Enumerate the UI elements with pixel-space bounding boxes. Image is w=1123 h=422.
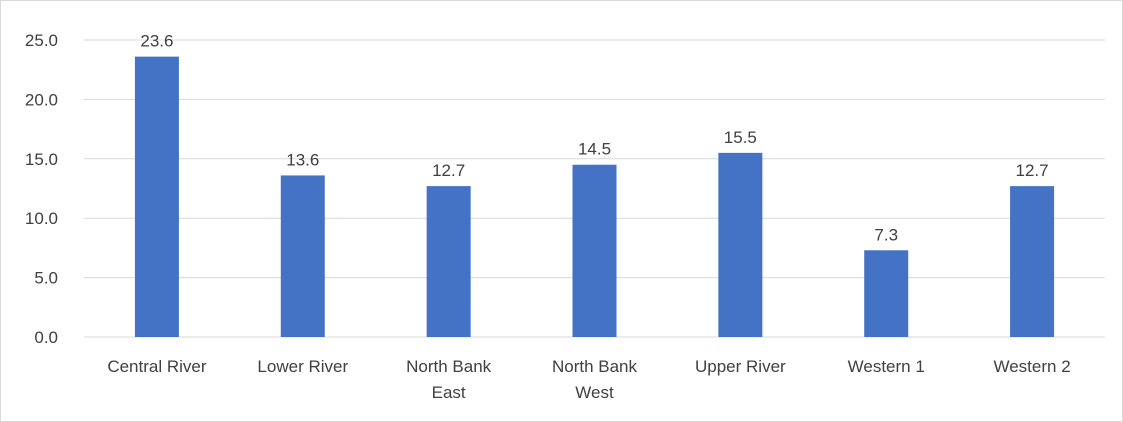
data-label: 14.5: [578, 140, 611, 159]
bar: [1010, 186, 1055, 337]
y-tick-label: 0.0: [34, 328, 58, 347]
data-label: 7.3: [874, 225, 898, 244]
y-tick-label: 10.0: [25, 209, 58, 228]
category-label-line: East: [432, 383, 466, 402]
category-label-line: Upper River: [695, 357, 786, 376]
category-label-line: Western 1: [848, 357, 925, 376]
category-label-line: Central River: [107, 357, 207, 376]
y-tick-label: 25.0: [25, 31, 58, 50]
bar: [134, 56, 179, 338]
category-label-line: Lower River: [257, 357, 348, 376]
data-label: 12.7: [1016, 161, 1049, 180]
category-label: Upper River: [695, 357, 786, 376]
data-label: 13.6: [286, 150, 319, 169]
data-label: 23.6: [140, 32, 173, 51]
category-label: Western 2: [993, 357, 1070, 376]
bar: [718, 152, 763, 337]
category-label-line: North Bank: [552, 357, 638, 376]
category-label: North Bank East: [406, 357, 492, 402]
category-label: Western 1: [848, 357, 925, 376]
data-label: 12.7: [432, 161, 465, 180]
bar: [280, 175, 325, 337]
y-tick-label: 15.0: [25, 150, 58, 169]
category-label-line: Western 2: [993, 357, 1070, 376]
y-tick-label: 5.0: [34, 269, 58, 288]
y-tick-label: 20.0: [25, 90, 58, 109]
category-label: Central River: [107, 357, 207, 376]
data-label: 15.5: [724, 128, 757, 147]
category-label: Lower River: [257, 357, 348, 376]
bar: [864, 250, 909, 337]
bar: [426, 186, 471, 337]
category-label-line: West: [575, 383, 614, 402]
category-label-line: North Bank: [406, 357, 492, 376]
category-label: North Bank West: [552, 357, 638, 402]
bar: [572, 164, 617, 337]
